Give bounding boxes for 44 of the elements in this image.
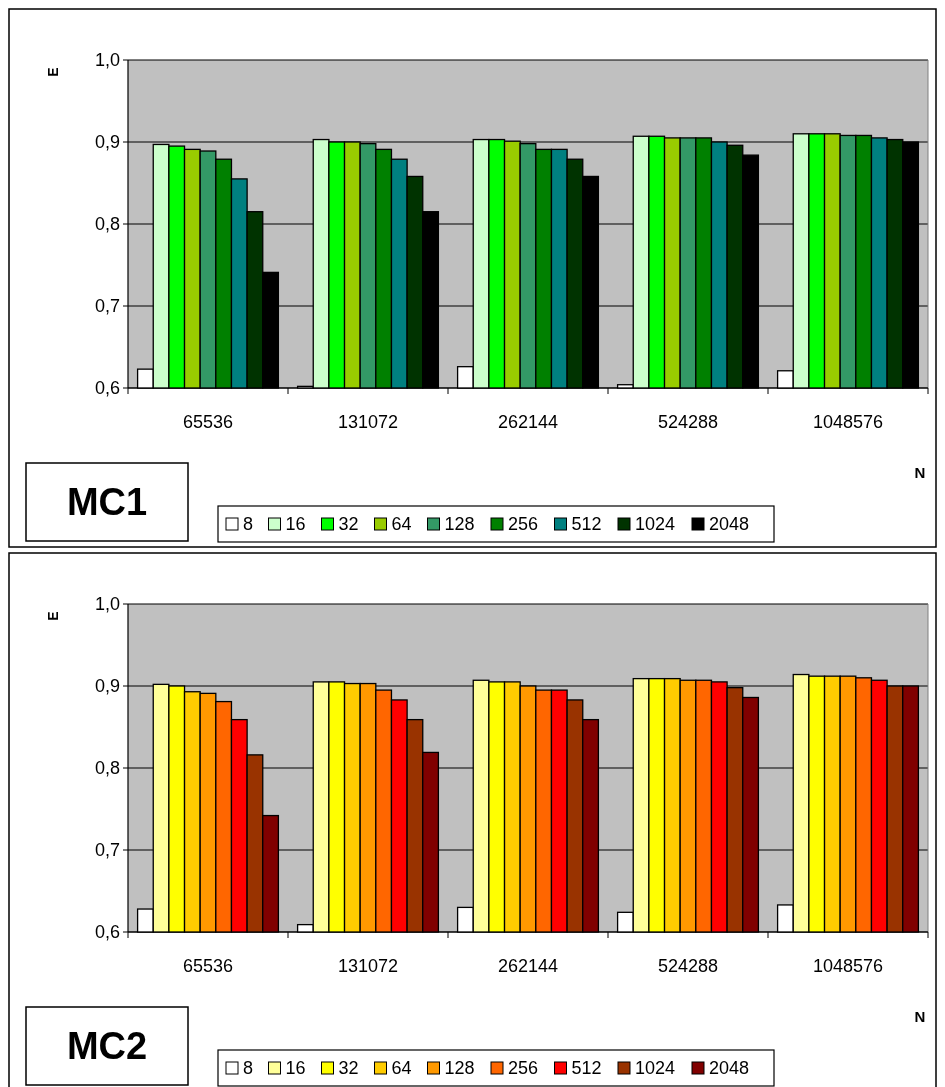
x-tick-label: 65536 [182, 412, 234, 432]
legend-label: 8 [243, 1058, 254, 1079]
y-tick-label: 1,0 [94, 594, 120, 615]
y-tick-label: 0,6 [94, 922, 120, 943]
x-tick-label: 131072 [337, 412, 399, 432]
x-tick-label: 524288 [657, 412, 719, 432]
y-axis-title: E [45, 67, 61, 77]
legend-label: 32 [338, 514, 359, 535]
legend-label: 16 [285, 1058, 306, 1079]
y-tick-label: 0,9 [94, 132, 120, 153]
legend-label: 256 [508, 1058, 539, 1079]
y-tick-label: 0,7 [94, 840, 120, 861]
y-tick-label: 0,6 [94, 378, 120, 399]
y-tick-label: 0,9 [94, 676, 120, 697]
y-axis-title: E [45, 611, 61, 621]
y-tick-label: 0,7 [94, 296, 120, 317]
y-tick-label: 0,8 [94, 758, 120, 779]
legend-label: 128 [444, 1058, 475, 1079]
legend-label: 2048 [709, 1058, 750, 1079]
x-axis-title: N [914, 1008, 926, 1025]
x-axis-title: N [914, 464, 926, 481]
x-tick-label: 524288 [657, 956, 719, 976]
legend-label: 512 [571, 514, 602, 535]
x-tick-label: 65536 [182, 956, 234, 976]
x-tick-label: 1048576 [812, 412, 884, 432]
legend-label: 128 [444, 514, 475, 535]
y-tick-label: 1,0 [94, 50, 120, 71]
legend-label: 64 [391, 1058, 412, 1079]
legend-label: 256 [508, 514, 539, 535]
text: MC2 [66, 1025, 148, 1068]
x-tick-label: 131072 [337, 956, 399, 976]
x-tick-label: 262144 [497, 412, 559, 432]
legend-label: 1024 [635, 1058, 676, 1079]
legend-label: 32 [338, 1058, 359, 1079]
legend-label: 16 [285, 514, 306, 535]
legend-label: 8 [243, 514, 254, 535]
legend-label: 512 [571, 1058, 602, 1079]
x-tick-label: 1048576 [812, 956, 884, 976]
legend-label: 2048 [709, 514, 750, 535]
text: MC1 [66, 481, 148, 524]
y-tick-label: 0,8 [94, 214, 120, 235]
legend-label: 1024 [635, 514, 676, 535]
legend-label: 64 [391, 514, 412, 535]
x-tick-label: 262144 [497, 956, 559, 976]
